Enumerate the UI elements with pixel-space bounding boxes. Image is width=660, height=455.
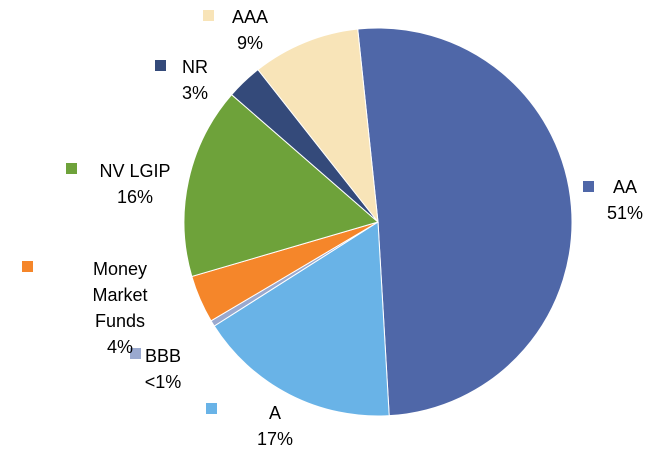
- category-label: AAA: [231, 7, 269, 27]
- slice-label: Money Market Funds 4%: [66, 256, 174, 360]
- pie-slice: [183, 93, 380, 278]
- value-label: 9%: [236, 33, 263, 53]
- category-label: AA: [612, 177, 637, 197]
- value-label: 17%: [256, 429, 294, 449]
- pie-slice: [357, 27, 573, 417]
- legend-swatch: [66, 163, 77, 174]
- value-label: 51%: [606, 203, 644, 223]
- slice-label: BBB <1%: [123, 343, 203, 395]
- legend-swatch: [206, 403, 217, 414]
- slice-label: AA 51%: [585, 174, 660, 226]
- value-label: 4%: [106, 337, 133, 357]
- category-label: A: [268, 403, 281, 423]
- pie-slice: [257, 28, 379, 224]
- legend-swatch: [203, 10, 214, 21]
- legend-swatch: [155, 60, 166, 71]
- pie-slice: [213, 221, 390, 417]
- category-label: NR: [182, 57, 208, 77]
- value-label: 3%: [181, 83, 208, 103]
- slice-label: AAA 9%: [215, 4, 285, 56]
- value-label: 16%: [116, 187, 154, 207]
- legend-swatch: [22, 261, 33, 272]
- category-label: NV LGIP: [99, 161, 171, 181]
- category-label: Money Market Funds: [92, 259, 148, 331]
- legend-swatch: [130, 348, 141, 359]
- slice-label: A 17%: [235, 400, 315, 452]
- slice-label: NR 3%: [165, 54, 225, 106]
- legend-swatch: [583, 181, 594, 192]
- category-label: BBB: [144, 346, 182, 366]
- slice-label: NV LGIP 16%: [85, 158, 185, 210]
- value-label: <1%: [144, 372, 182, 392]
